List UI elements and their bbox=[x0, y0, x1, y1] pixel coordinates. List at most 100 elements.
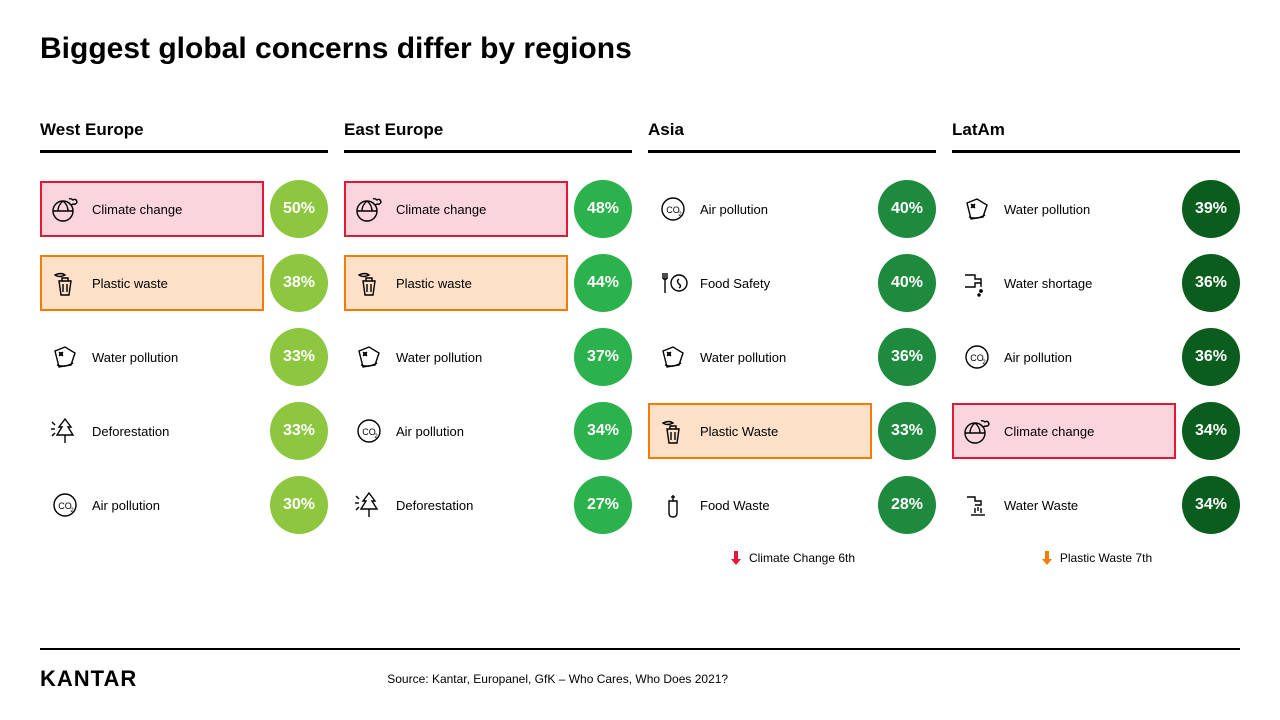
concern-label: Plastic waste bbox=[396, 276, 472, 291]
concern-item: CO2 Air pollution bbox=[952, 329, 1176, 385]
concern-item: Climate change bbox=[952, 403, 1176, 459]
waterpollution-icon bbox=[656, 340, 690, 374]
concern-row: Climate change48% bbox=[344, 179, 632, 239]
concern-label: Air pollution bbox=[92, 498, 160, 513]
concern-row: Plastic waste38% bbox=[40, 253, 328, 313]
plastic-icon bbox=[656, 414, 690, 448]
footnote-text: Plastic Waste 7th bbox=[1060, 551, 1152, 565]
value-circle: 34% bbox=[1182, 476, 1240, 534]
concern-item: Plastic waste bbox=[344, 255, 568, 311]
airpollution-icon: CO2 bbox=[352, 414, 386, 448]
plastic-icon bbox=[48, 266, 82, 300]
concern-label: Water pollution bbox=[396, 350, 482, 365]
concern-row: Plastic Waste 33% bbox=[648, 401, 936, 461]
concern-item: Water pollution bbox=[648, 329, 872, 385]
concern-item: Food Waste bbox=[648, 477, 872, 533]
climate-icon bbox=[48, 192, 82, 226]
concern-label: Air pollution bbox=[396, 424, 464, 439]
concern-label: Water shortage bbox=[1004, 276, 1092, 291]
columns-container: West EuropeClimate change50%Plastic wast… bbox=[40, 120, 1240, 567]
concern-row: Water Waste34% bbox=[952, 475, 1240, 535]
concern-item: Water pollution bbox=[952, 181, 1176, 237]
value-circle: 48% bbox=[574, 180, 632, 238]
value-circle: 40% bbox=[878, 254, 936, 312]
footer-divider bbox=[40, 648, 1240, 650]
column-footnote: Plastic Waste 7th bbox=[952, 549, 1240, 567]
concern-row: Water pollution 37% bbox=[344, 327, 632, 387]
value-circle: 38% bbox=[270, 254, 328, 312]
climate-icon bbox=[960, 414, 994, 448]
region-column: West EuropeClimate change50%Plastic wast… bbox=[40, 120, 328, 567]
concern-row: Climate change50% bbox=[40, 179, 328, 239]
airpollution-icon: CO2 bbox=[960, 340, 994, 374]
concern-item: Climate change bbox=[344, 181, 568, 237]
climate-icon bbox=[352, 192, 386, 226]
concern-row: Water pollution 39% bbox=[952, 179, 1240, 239]
waterpollution-icon bbox=[352, 340, 386, 374]
value-circle: 36% bbox=[1182, 254, 1240, 312]
down-arrow-icon bbox=[1040, 549, 1054, 567]
brand-logo: KANTAR bbox=[40, 666, 137, 692]
region-column: AsiaCO2Air pollution40%Food Safety40%Wat… bbox=[648, 120, 936, 567]
concern-item: Deforestation bbox=[344, 477, 568, 533]
region-header: LatAm bbox=[952, 120, 1240, 153]
deforestation-icon bbox=[352, 488, 386, 522]
down-arrow-icon bbox=[729, 549, 743, 567]
concern-item: Water pollution bbox=[344, 329, 568, 385]
concern-item: Deforestation bbox=[40, 403, 264, 459]
value-circle: 40% bbox=[878, 180, 936, 238]
concern-item: CO2 Air pollution bbox=[344, 403, 568, 459]
watershortage-icon bbox=[960, 266, 994, 300]
concern-row: Food Waste 28% bbox=[648, 475, 936, 535]
concern-label: Climate change bbox=[92, 202, 182, 217]
concern-row: CO2Air pollution30% bbox=[40, 475, 328, 535]
concern-label: Deforestation bbox=[396, 498, 473, 513]
concern-label: Food Safety bbox=[700, 276, 770, 291]
concern-label: Plastic Waste bbox=[700, 424, 778, 439]
value-circle: 34% bbox=[574, 402, 632, 460]
concern-item: Water Waste bbox=[952, 477, 1176, 533]
value-circle: 33% bbox=[270, 328, 328, 386]
airpollution-icon: CO2 bbox=[48, 488, 82, 522]
value-circle: 37% bbox=[574, 328, 632, 386]
concern-label: Climate change bbox=[1004, 424, 1094, 439]
concern-row: Deforestation 27% bbox=[344, 475, 632, 535]
concern-label: Food Waste bbox=[700, 498, 770, 513]
footer: KANTAR Source: Kantar, Europanel, GfK – … bbox=[40, 666, 1240, 692]
concern-item: CO2 Air pollution bbox=[40, 477, 264, 533]
value-circle: 39% bbox=[1182, 180, 1240, 238]
deforestation-icon bbox=[48, 414, 82, 448]
concern-item: Plastic waste bbox=[40, 255, 264, 311]
concern-label: Air pollution bbox=[1004, 350, 1072, 365]
foodwaste-icon bbox=[656, 488, 690, 522]
column-footnote: Climate Change 6th bbox=[648, 549, 936, 567]
region-column: East EuropeClimate change48%Plastic wast… bbox=[344, 120, 632, 567]
concern-row: Water pollution 33% bbox=[40, 327, 328, 387]
concern-label: Water pollution bbox=[700, 350, 786, 365]
waterwaste-icon bbox=[960, 488, 994, 522]
concern-row: Food Safety 40% bbox=[648, 253, 936, 313]
value-circle: 33% bbox=[878, 402, 936, 460]
plastic-icon bbox=[352, 266, 386, 300]
concern-label: Water pollution bbox=[92, 350, 178, 365]
concern-row: Deforestation33% bbox=[40, 401, 328, 461]
value-circle: 28% bbox=[878, 476, 936, 534]
source-text: Source: Kantar, Europanel, GfK – Who Car… bbox=[387, 672, 728, 686]
concern-row: Water shortage 36% bbox=[952, 253, 1240, 313]
concern-item: CO2 Air pollution bbox=[648, 181, 872, 237]
concern-row: CO2 Air pollution 40% bbox=[648, 179, 936, 239]
concern-item: Food Safety bbox=[648, 255, 872, 311]
waterpollution-icon bbox=[48, 340, 82, 374]
concern-item: Plastic Waste bbox=[648, 403, 872, 459]
region-column: LatAm Water pollution 39% Water shortage 36%… bbox=[952, 120, 1240, 567]
footnote-text: Climate Change 6th bbox=[749, 551, 855, 565]
airpollution-icon: CO2 bbox=[656, 192, 690, 226]
concern-row: CO2 Air pollution 34% bbox=[344, 401, 632, 461]
concern-label: Water pollution bbox=[1004, 202, 1090, 217]
value-circle: 34% bbox=[1182, 402, 1240, 460]
value-circle: 27% bbox=[574, 476, 632, 534]
concern-label: Air pollution bbox=[700, 202, 768, 217]
value-circle: 33% bbox=[270, 402, 328, 460]
value-circle: 36% bbox=[878, 328, 936, 386]
concern-row: Plastic waste44% bbox=[344, 253, 632, 313]
